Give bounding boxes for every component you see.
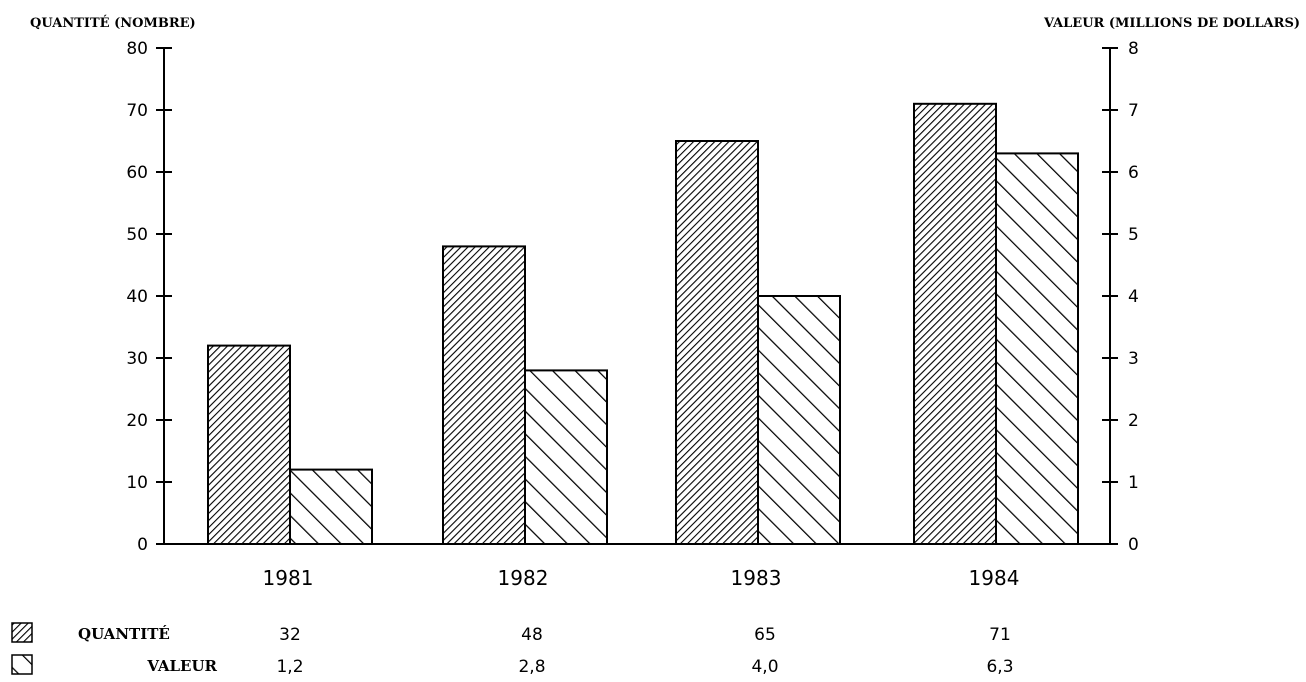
right-tick-label: 6	[1128, 163, 1139, 183]
table-cell: 65	[754, 625, 776, 645]
valeur-row-label: VALEUR	[146, 657, 217, 675]
right-axis-title: VALEUR (MILLIONS DE DOLLARS)	[1043, 16, 1300, 31]
left-tick-label: 20	[126, 411, 148, 431]
left-tick-label: 10	[126, 473, 148, 493]
valeur-legend-swatch	[11, 654, 33, 675]
left-tick-label: 70	[126, 101, 148, 121]
right-tick-label: 0	[1128, 535, 1139, 555]
table-cell: 32	[279, 625, 301, 645]
valeur-bar	[995, 152, 1079, 545]
right-tick-label: 8	[1128, 39, 1139, 59]
quantite-bar	[913, 102, 997, 546]
left-axis-title: QUANTITÉ (NOMBRE)	[30, 15, 196, 31]
right-tick-label: 7	[1128, 101, 1139, 121]
table-cell: 4,0	[751, 657, 778, 677]
category-label: 1984	[969, 566, 1020, 590]
table-cell: 71	[989, 625, 1011, 645]
quantite-bar	[442, 245, 526, 545]
table-cell: 2,8	[518, 657, 545, 677]
valeur-bar	[757, 295, 841, 545]
right-tick-label: 4	[1128, 287, 1139, 307]
quantite-legend-swatch	[11, 622, 33, 643]
table-cell: 48	[521, 625, 543, 645]
valeur-bar	[289, 468, 373, 546]
left-tick-label: 60	[126, 163, 148, 183]
right-tick-label: 2	[1128, 411, 1139, 431]
table-cell: 6,3	[986, 657, 1013, 677]
category-label: 1981	[263, 566, 314, 590]
left-tick-label: 50	[126, 225, 148, 245]
left-tick-label: 30	[126, 349, 148, 369]
quantite-row-label: QUANTITÉ	[78, 625, 170, 643]
table-cell: 1,2	[276, 657, 303, 677]
right-tick-label: 1	[1128, 473, 1139, 493]
category-label: 1983	[731, 566, 782, 590]
category-label: 1982	[498, 566, 549, 590]
right-tick-label: 3	[1128, 349, 1139, 369]
quantite-bar	[675, 140, 759, 545]
legend-table: QUANTITÉ VALEUR 32 48 65 71 1,2 2,8 4,0 6,3	[11, 622, 1014, 677]
left-tick-label: 80	[126, 39, 148, 59]
left-tick-label: 0	[137, 535, 148, 555]
valeur-bar	[524, 369, 608, 545]
left-tick-label: 40	[126, 287, 148, 307]
right-tick-label: 5	[1128, 225, 1139, 245]
quantite-bar	[207, 344, 291, 545]
